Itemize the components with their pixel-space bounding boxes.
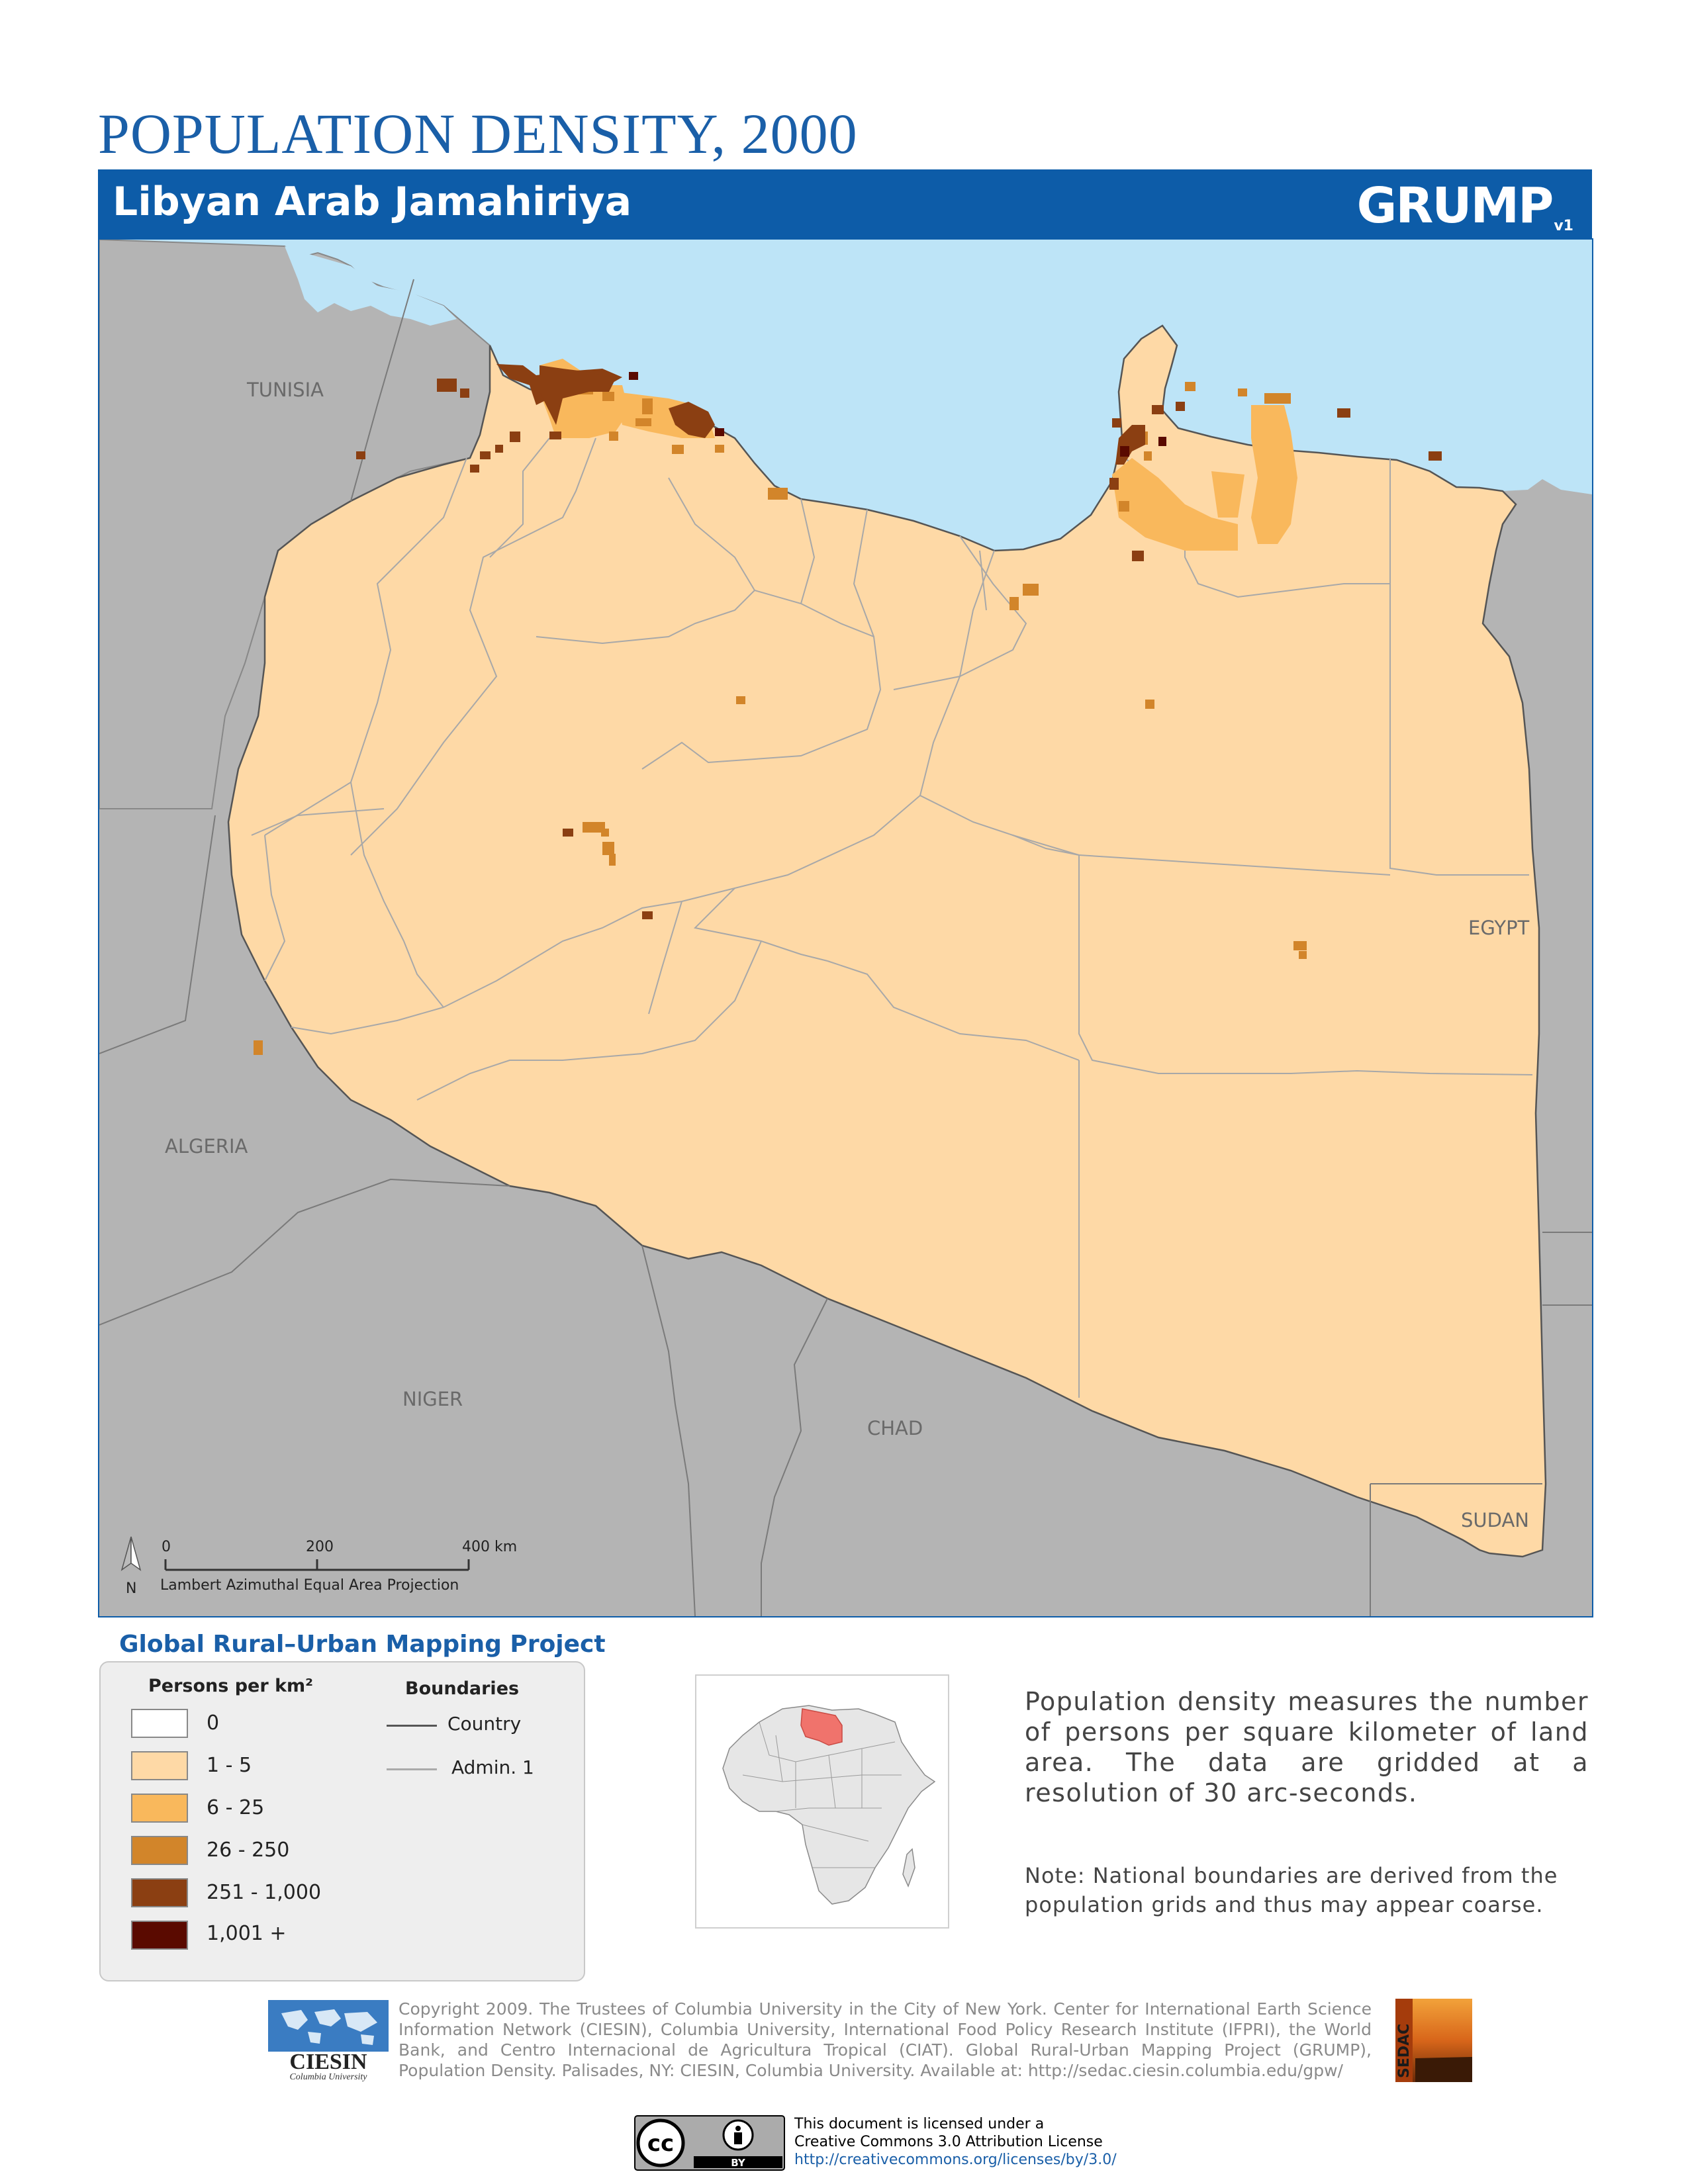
license-text: This document is licensed under a Creati…	[794, 2115, 1117, 2169]
legend-country-label: Country	[447, 1713, 522, 1735]
projection-label: Lambert Azimuthal Equal Area Projection	[160, 1577, 459, 1594]
legend-label-1: 1 - 5	[207, 1754, 252, 1777]
label-chad: CHAD	[867, 1417, 923, 1439]
madagascar	[902, 1848, 915, 1888]
legend-swatch-0	[131, 1709, 188, 1738]
grump-logo-version: v1	[1554, 218, 1573, 234]
scale-tick-0: 0	[162, 1539, 171, 1555]
legend-swatch-2	[131, 1794, 188, 1823]
legend-label-3: 26 - 250	[207, 1839, 290, 1862]
page-title: POPULATION DENSITY, 2000	[98, 102, 858, 165]
legend-swatch-5	[131, 1921, 188, 1950]
ciesin-world-icon: CIESIN Columbia University	[268, 2000, 389, 2082]
country-name: Libyan Arab Jamahiriya	[113, 179, 632, 225]
note-text: Note: National boundaries are derived fr…	[1025, 1863, 1558, 1917]
map-frame: TUNISIA ALGERIA NIGER CHAD EGYPT SUDAN N…	[98, 238, 1593, 1617]
project-title: Global Rural–Urban Mapping Project	[119, 1631, 606, 1658]
grump-logo-text: GRUMP	[1356, 177, 1554, 234]
country-boundaries	[99, 279, 1592, 1616]
legend-swatch-1	[131, 1751, 188, 1780]
ciesin-logo: CIESIN Columbia University	[268, 2000, 389, 2082]
legend-density-heading: Persons per km²	[148, 1676, 313, 1696]
by-mark: BY	[731, 2157, 746, 2169]
title-bar: Libyan Arab Jamahiriya GRUMPv1	[98, 169, 1592, 238]
legend-country-line	[387, 1725, 437, 1727]
density-1001-plus	[629, 372, 1166, 457]
cc-by-icon: cc BY	[634, 2115, 785, 2171]
copyright-text: Copyright 2009. The Trustees of Columbia…	[399, 1999, 1372, 2080]
scale-bar	[164, 1559, 470, 1571]
sedac-logo: SEDAC	[1395, 1999, 1472, 2082]
sedac-text: SEDAC	[1396, 2024, 1413, 2078]
libya-highlight	[800, 1708, 843, 1746]
sedac-sunset-icon: SEDAC	[1395, 1999, 1472, 2082]
legend-label-0: 0	[207, 1711, 220, 1735]
cc-mark: cc	[647, 2130, 674, 2157]
north-arrow-icon	[120, 1536, 132, 1571]
gulf-of-gabes	[285, 246, 457, 326]
ciesin-name: CIESIN	[289, 2050, 367, 2074]
density-6-25	[539, 359, 1297, 551]
north-label: N	[126, 1580, 136, 1597]
label-sudan: SUDAN	[1461, 1509, 1529, 1531]
locator-inset-map	[695, 1674, 949, 1929]
label-tunisia: TUNISIA	[246, 379, 324, 401]
legend-admin-label: Admin. 1	[451, 1756, 534, 1778]
legend-label-5: 1,001 +	[207, 1922, 287, 1945]
legend-label-2: 6 - 25	[207, 1796, 265, 1819]
license-line-1: This document is licensed under a	[794, 2116, 1045, 2132]
license-line-2: Creative Commons 3.0 Attribution License	[794, 2134, 1103, 2150]
legend-swatch-4	[131, 1878, 188, 1907]
legend-box: Persons per km² Boundaries 0 1 - 5 6 - 2…	[99, 1661, 585, 1981]
label-egypt: EGYPT	[1468, 917, 1530, 939]
map-canvas: TUNISIA ALGERIA NIGER CHAD EGYPT SUDAN N…	[99, 240, 1592, 1616]
license-link[interactable]: http://creativecommons.org/licenses/by/3…	[794, 2152, 1117, 2168]
legend-label-4: 251 - 1,000	[207, 1881, 322, 1904]
legend-swatch-3	[131, 1836, 188, 1865]
ciesin-subtitle: Columbia University	[289, 2072, 367, 2082]
africa-locator-map	[722, 1705, 936, 1905]
scale-tick-200: 200	[306, 1539, 334, 1555]
libya-land	[227, 324, 1547, 1558]
grump-logo: GRUMPv1	[1357, 177, 1573, 234]
africa-outline	[722, 1705, 936, 1905]
label-algeria: ALGERIA	[165, 1135, 248, 1158]
admin-boundaries	[251, 437, 1533, 1398]
legend-boundaries-heading: Boundaries	[405, 1678, 520, 1699]
description-text: Population density measures the number o…	[1025, 1687, 1589, 1807]
scale-tick-400: 400 km	[462, 1539, 517, 1555]
legend-admin-line	[387, 1768, 437, 1770]
creative-commons-badge: cc BY	[634, 2115, 785, 2171]
label-niger: NIGER	[402, 1388, 463, 1410]
mediterranean-sea	[99, 240, 1592, 551]
north-arrow: N	[120, 1536, 142, 1597]
density-251-1000	[356, 364, 1442, 919]
